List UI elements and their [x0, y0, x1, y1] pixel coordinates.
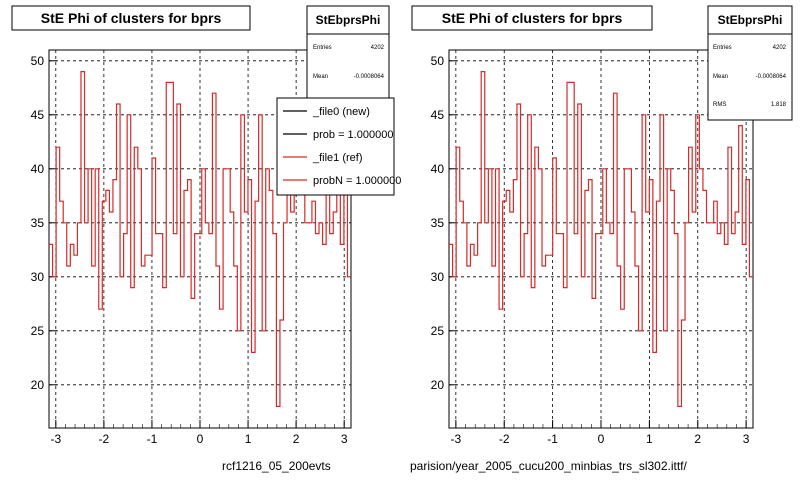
- y-tick-label: 50: [31, 54, 45, 68]
- stats-box: StEbprsPhi Entries 4202 Mean -0.0008064 …: [707, 5, 793, 121]
- legend-entry-new: _file0 (new): [312, 106, 370, 118]
- y-tick-label: 20: [31, 378, 45, 392]
- y-tick-label: 30: [431, 270, 445, 284]
- stats-mean-label: Mean: [313, 74, 328, 80]
- stats-name: StEbprsPhi: [718, 13, 783, 27]
- y-tick-label: 40: [31, 162, 45, 176]
- x-tick-label: -2: [99, 432, 110, 446]
- chart-title: StE Phi of clusters for bprs: [442, 10, 623, 26]
- y-tick-label: 20: [431, 378, 445, 392]
- legend-entry-prob: prob = 1.000000: [313, 129, 393, 141]
- stats-mean-value: -0.0008064: [756, 74, 787, 80]
- y-tick-label: 45: [431, 108, 445, 122]
- x-tick-label: 0: [598, 432, 605, 446]
- x-tick-label: 3: [341, 432, 348, 446]
- x-axis-caption: parision/year_2005_cucu200_minbias_trs_s…: [410, 459, 688, 473]
- y-tick-label: 35: [31, 216, 45, 230]
- stats-name: StEbprsPhi: [316, 13, 381, 27]
- x-ticks: -3 -2 -1 0 1 2 3: [50, 420, 348, 446]
- legend-entry-probn: probN = 1.000000: [313, 175, 401, 187]
- x-tick-label: -2: [499, 432, 510, 446]
- stats-entries-label: Entries: [713, 45, 732, 51]
- legend-entry-ref: _file1 (ref): [312, 152, 363, 164]
- legend: _file0 (new) prob = 1.000000 _file1 (ref…: [276, 97, 401, 196]
- x-tick-label: 2: [293, 432, 300, 446]
- x-axis-caption: rcf1216_05_200evts: [222, 459, 331, 473]
- stats-mean-value: -0.0008064: [354, 74, 385, 80]
- left-pad: 20 25 30 35 40 45 50 -3 -2 -1 0 1 2 3 StE Phi of clu…: [11, 5, 401, 473]
- y-tick-label: 30: [31, 270, 45, 284]
- x-tick-label: 3: [743, 432, 750, 446]
- y-tick-label: 40: [431, 162, 445, 176]
- x-tick-label: 2: [694, 432, 701, 446]
- right-pad: 20 25 30 35 40 45 50 -3 -2 -1 0 1 2 3 StE Phi of clu…: [410, 5, 793, 473]
- chart-title: StE Phi of clusters for bprs: [41, 10, 222, 26]
- stats-rms-label: RMS: [713, 102, 726, 108]
- x-tick-label: 1: [646, 432, 653, 446]
- x-tick-label: -3: [451, 432, 462, 446]
- title-box: [11, 5, 251, 31]
- x-tick-label: -1: [547, 432, 558, 446]
- y-tick-label: 45: [31, 108, 45, 122]
- x-ticks: -3 -2 -1 0 1 2 3: [451, 420, 750, 446]
- y-ticks: 20 25 30 35 40 45 50: [431, 54, 457, 392]
- histogram-line: [449, 71, 753, 407]
- x-tick-label: -1: [147, 432, 158, 446]
- stats-entries-value: 4202: [773, 45, 787, 51]
- y-tick-label: 25: [31, 324, 45, 338]
- stats-rms-value: 1.818: [771, 102, 787, 108]
- stats-mean-label: Mean: [713, 74, 728, 80]
- stats-entries-value: 4202: [371, 45, 385, 51]
- stats-entries-label: Entries: [313, 45, 332, 51]
- title-box: [411, 5, 653, 31]
- y-tick-label: 35: [431, 216, 445, 230]
- x-tick-label: -3: [50, 432, 61, 446]
- y-tick-label: 25: [431, 324, 445, 338]
- x-tick-label: 1: [245, 432, 252, 446]
- x-tick-label: 0: [197, 432, 204, 446]
- y-tick-label: 50: [431, 54, 445, 68]
